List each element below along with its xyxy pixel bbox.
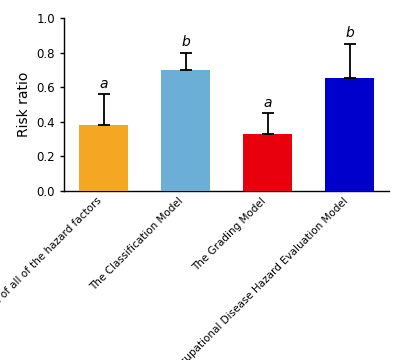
Y-axis label: Risk ratio: Risk ratio bbox=[17, 72, 31, 137]
Bar bbox=[325, 78, 374, 191]
Bar bbox=[161, 70, 210, 191]
Text: b: b bbox=[181, 35, 190, 49]
Text: a: a bbox=[263, 96, 272, 109]
Bar bbox=[79, 125, 128, 191]
Text: a: a bbox=[99, 77, 108, 91]
Text: b: b bbox=[345, 27, 354, 40]
Bar bbox=[243, 134, 292, 191]
